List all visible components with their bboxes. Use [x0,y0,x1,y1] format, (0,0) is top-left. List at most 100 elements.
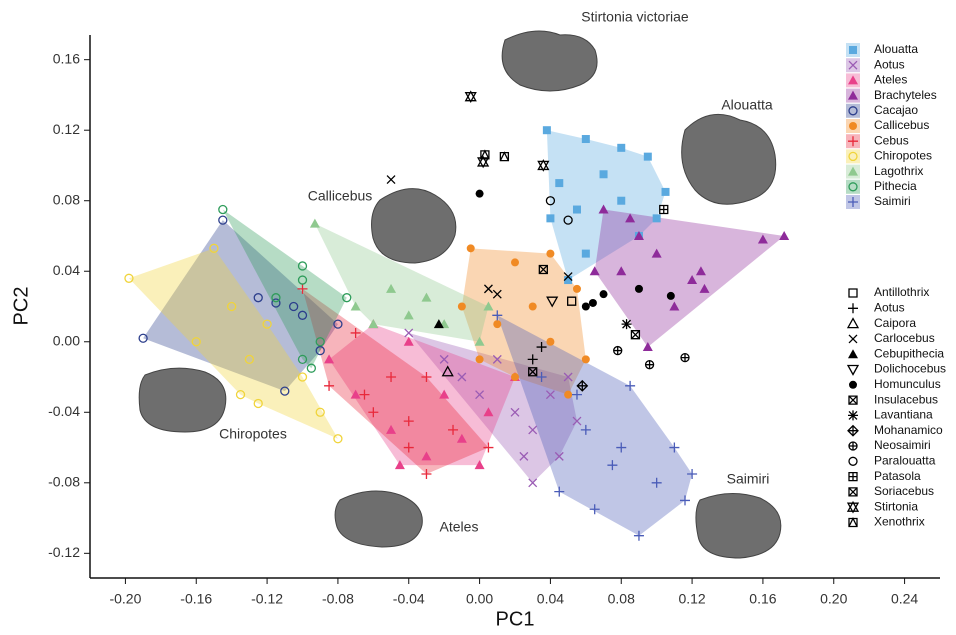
point [555,179,563,187]
point [573,206,581,214]
chart: PC1 PC2 Stirtonia victoriae Alouatta Cal… [0,0,956,635]
legend-label: Xenothrix [874,515,925,529]
marker-part [644,153,652,161]
legend-label: Chiropotes [874,149,932,163]
annotation: Saimiri [727,471,770,487]
point [582,303,590,311]
legend-label: Soriacebus [874,484,934,498]
tooth-image [682,114,776,204]
marker-part [848,410,858,420]
legend-label: Carlocebus [874,331,935,345]
legend-label: Brachyteles [874,88,937,102]
point [667,292,675,300]
x-tick-label: 0.16 [749,591,776,607]
point [582,355,590,363]
point [493,320,501,328]
x-tick-label: 0.12 [678,591,705,607]
legend-key [846,149,860,163]
legend-label: Alouatta [874,42,918,56]
legend-label: Insulacebus [874,392,938,406]
x-tick-label: -0.16 [180,591,212,607]
point [600,290,608,298]
legend-key [846,180,860,194]
legend-label: Lavantiana [874,408,933,422]
point [476,190,484,198]
marker-part [476,190,484,198]
marker-part [405,329,413,337]
marker-part [310,219,320,228]
marker-part [849,488,857,496]
marker-part [600,290,608,298]
legend-key [849,473,857,481]
point [458,303,466,311]
marker-part [849,519,857,527]
marker-part [617,144,625,152]
hulls [129,130,784,535]
legend-key [846,73,860,87]
tooth-image [502,31,597,91]
marker-part [511,258,519,266]
point [529,303,537,311]
point [476,355,484,363]
point [467,244,475,252]
marker-part [660,206,668,214]
marker-part [849,473,857,481]
point [538,160,548,170]
legend-key [849,396,857,404]
legend-key [846,165,860,179]
x-tick-label: -0.08 [322,591,354,607]
marker-part [589,299,597,307]
marker-part [564,391,572,399]
x-tick-label: 0.08 [608,591,635,607]
point [631,331,639,339]
point [681,354,689,362]
marker-part [529,303,537,311]
legend-key [846,195,860,209]
marker-part [543,126,551,134]
legend-key-bg [846,104,860,118]
point [546,338,554,346]
point [600,170,608,178]
y-tick-label: 0.04 [53,262,80,278]
marker-part [555,179,563,187]
marker-part [617,197,625,205]
legend-key [849,457,857,465]
marker-part [848,303,858,313]
annotation: Alouatta [721,97,773,113]
point [589,299,597,307]
marker-part [467,244,475,252]
point [660,206,668,214]
point [466,92,476,102]
annotation: Ateles [440,519,479,535]
y-tick-label: 0.16 [53,50,80,66]
legend-key [849,335,857,343]
y-tick-label: 0.12 [53,121,80,137]
point [546,250,554,258]
point [582,135,590,143]
x-tick-label: 0.00 [466,591,493,607]
y-tick-label: 0.00 [53,332,80,348]
marker-part [387,176,395,184]
legend-key [848,303,858,313]
point [582,250,590,258]
legend-label: Callicebus [874,118,929,132]
legend-key [848,502,858,512]
marker-part [849,381,857,389]
y-tick-label: -0.08 [48,474,80,490]
y-axis-label: PC2 [10,287,32,326]
marker-part [662,188,670,196]
marker-part [582,135,590,143]
marker-part [573,206,581,214]
point [405,329,413,337]
tooth-image [372,189,456,263]
legend-label: Stirtonia [874,499,918,513]
point [662,188,670,196]
legend-key [849,381,857,389]
legend-label: Mohanamico [874,423,943,437]
point [511,373,519,381]
x-tick-label: 0.20 [820,591,847,607]
tooth-image [335,491,422,547]
marker-part [600,170,608,178]
x-tick-label: -0.20 [109,591,141,607]
legend-key-bg [846,180,860,194]
